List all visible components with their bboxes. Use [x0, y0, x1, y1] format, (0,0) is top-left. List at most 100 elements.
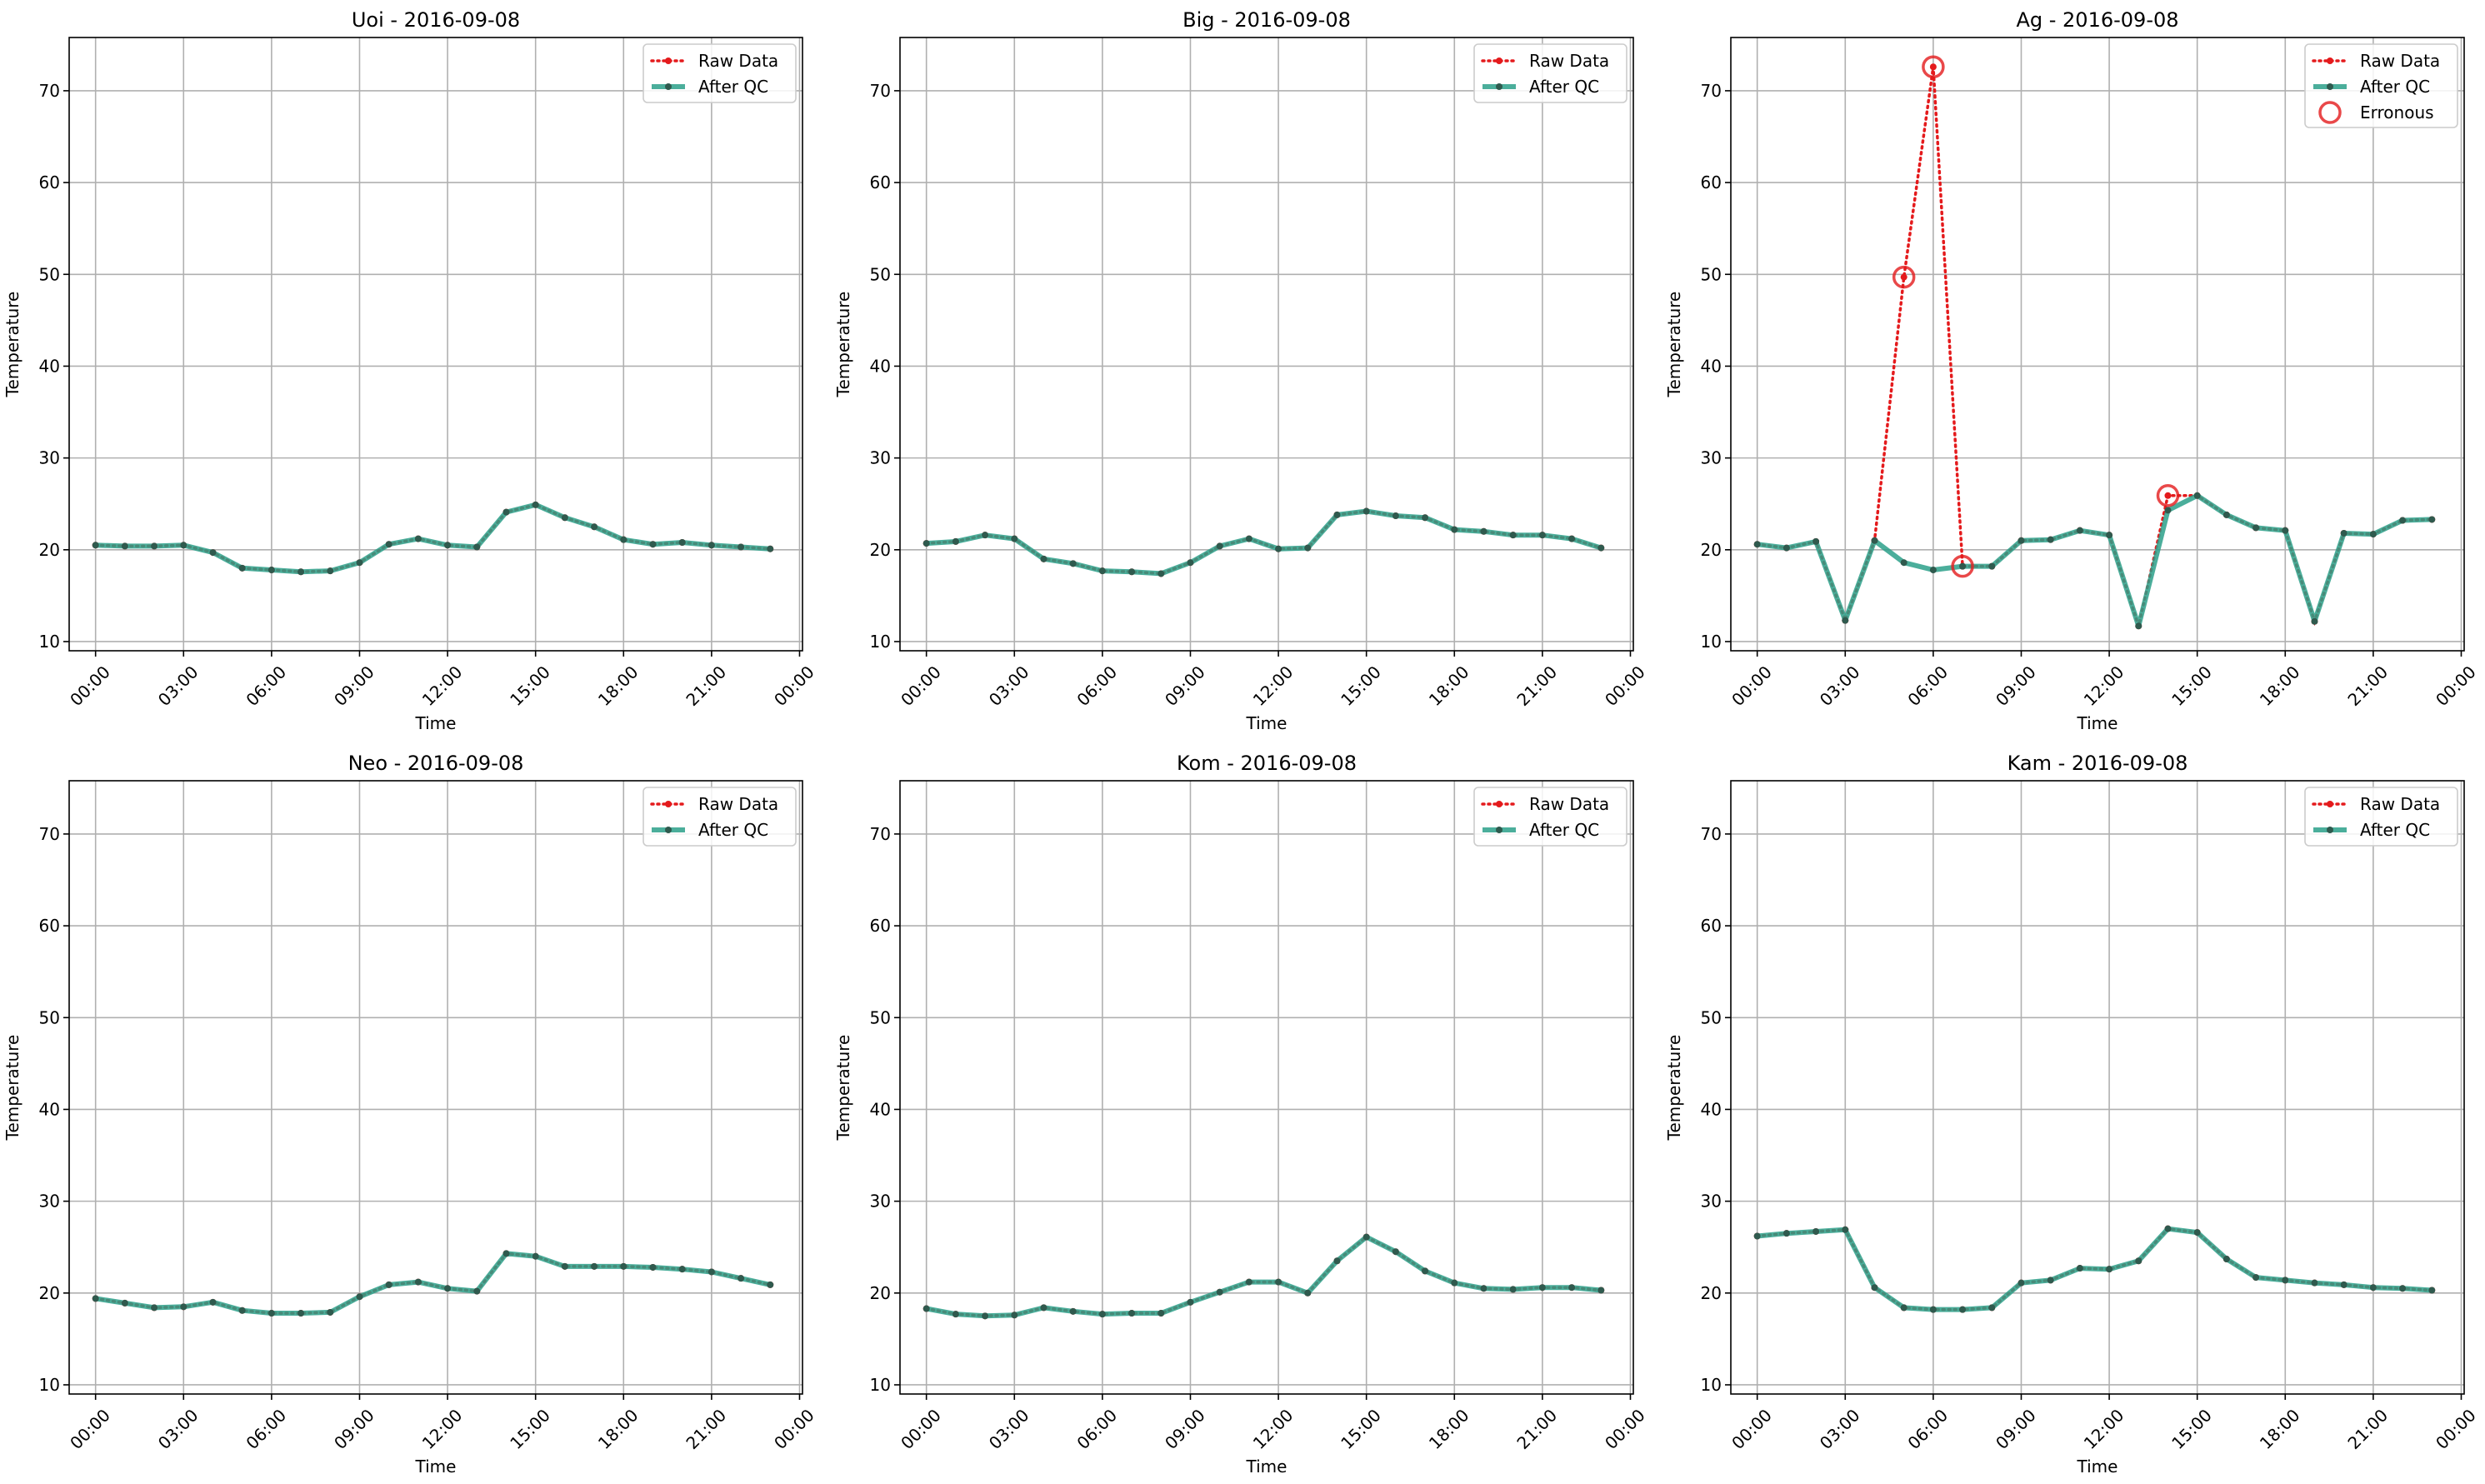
- y-axis-label: Temperature: [2, 292, 22, 398]
- legend-label-raw-data: Raw Data: [1529, 794, 1609, 814]
- after-qc-point: [151, 1304, 158, 1312]
- y-tick-label: 20: [1701, 540, 1722, 560]
- plot-frame: [68, 780, 803, 1395]
- x-tick-label: 21:00: [682, 662, 730, 710]
- after-qc-point: [1988, 1304, 1996, 1312]
- series-line-after-qc: [95, 502, 771, 575]
- after-qc-point: [982, 1312, 989, 1320]
- legend: Raw Data After QC: [642, 43, 797, 103]
- legend-marker-after-qc: [2327, 83, 2333, 90]
- after-qc-point: [2047, 536, 2054, 543]
- x-tick-label: 00:00: [2432, 1405, 2480, 1453]
- x-tick-label: 06:00: [242, 662, 290, 710]
- y-tick-label: 70: [870, 81, 891, 101]
- after-qc-point: [356, 1293, 363, 1301]
- y-tick-label: 60: [1701, 172, 1722, 192]
- after-qc-point: [2340, 529, 2348, 537]
- legend-marker-erronous: [2318, 101, 2342, 124]
- y-tick-label: 40: [1701, 1099, 1722, 1119]
- after-qc-point: [2164, 507, 2172, 514]
- after-qc-point: [1959, 1306, 1967, 1313]
- chart-title: Kam - 2016-09-08: [2008, 752, 2188, 775]
- after-qc-point: [561, 514, 568, 522]
- plot-frame: [1730, 37, 2465, 652]
- x-tick-label: 21:00: [1512, 1405, 1561, 1453]
- after-qc-point: [1509, 532, 1517, 539]
- y-tick-label: 10: [39, 632, 60, 652]
- y-tick-label: 70: [870, 824, 891, 844]
- y-tick-label: 60: [39, 916, 60, 936]
- after-qc-point: [2076, 527, 2083, 534]
- x-tick-label: 09:00: [1161, 662, 1209, 710]
- after-qc-point: [1538, 532, 1546, 539]
- after-qc-point: [2193, 492, 2201, 499]
- after-qc-point: [268, 1310, 275, 1317]
- y-tick-label: 20: [39, 540, 60, 560]
- after-qc-point: [1753, 541, 1761, 548]
- after-qc-point: [327, 567, 334, 575]
- subplot-5: 10 20 30 40 50 60 70 00:00 03:00 06:00 09:00 12:00 1…: [1664, 752, 2480, 1477]
- after-qc-point: [2193, 1229, 2201, 1237]
- after-qc-point: [591, 1262, 598, 1270]
- after-qc-point: [2311, 617, 2318, 625]
- after-qc-point: [180, 542, 188, 549]
- chart-title: Big - 2016-09-08: [1182, 8, 1351, 32]
- legend-marker-after-qc: [665, 827, 672, 833]
- series-line-raw-data: [93, 502, 772, 573]
- after-qc-point: [444, 542, 452, 549]
- subplot-1: 10 20 30 40 50 60 70 00:00 03:00 06:00 09:00 12:00 1…: [833, 8, 1649, 733]
- y-tick-label: 40: [870, 1099, 891, 1119]
- after-qc-point: [2106, 532, 2113, 539]
- y-tick-label: 70: [39, 81, 60, 101]
- x-tick-label: 00:00: [66, 1405, 114, 1453]
- after-qc-point: [1392, 512, 1399, 520]
- legend-label-after-qc: After QC: [2360, 820, 2430, 840]
- after-qc-point: [2047, 1277, 2054, 1284]
- legend-marker-raw-data: [2327, 57, 2333, 64]
- legend-marker-after-qc: [2327, 827, 2333, 833]
- after-qc-point: [1304, 1289, 1312, 1297]
- after-qc-point: [2135, 622, 2142, 630]
- y-tick-label: 50: [870, 1007, 891, 1027]
- legend-marker-after-qc: [665, 83, 672, 90]
- subplot-4: 10 20 30 40 50 60 70 00:00 03:00 06:00 09:00 12:00 1…: [833, 752, 1649, 1477]
- after-qc-point: [1812, 537, 1820, 545]
- x-tick-label: 00:00: [770, 662, 818, 710]
- after-qc-point: [1422, 514, 1429, 522]
- y-tick-label: 10: [39, 1375, 60, 1395]
- x-tick-label: 09:00: [330, 662, 378, 710]
- y-tick-label: 70: [39, 824, 60, 844]
- y-axis-label: Temperature: [1664, 292, 1684, 398]
- after-qc-point: [268, 567, 275, 574]
- x-tick-label: 12:00: [1249, 662, 1298, 710]
- after-qc-point: [1842, 617, 1849, 624]
- after-qc-point: [2222, 1256, 2230, 1263]
- y-tick-label: 10: [1701, 1375, 1722, 1395]
- after-qc-point: [2252, 524, 2260, 532]
- chart-title: Ag - 2016-09-08: [2016, 8, 2178, 32]
- after-qc-point: [1451, 526, 1458, 533]
- after-qc-point: [1568, 535, 1576, 542]
- series-line-after-qc: [926, 508, 1602, 577]
- legend: Raw Data After QC: [642, 787, 797, 847]
- erroneous-marker: [1892, 265, 1916, 289]
- x-tick-label: 12:00: [418, 1405, 467, 1453]
- legend-label-erronous: Erronous: [2360, 102, 2434, 122]
- y-tick-label: 50: [870, 264, 891, 284]
- after-qc-point: [1509, 1286, 1517, 1293]
- x-tick-label: 00:00: [1728, 1405, 1776, 1453]
- after-qc-point: [1275, 1278, 1282, 1286]
- y-tick-label: 50: [39, 264, 60, 284]
- y-tick-label: 20: [39, 1283, 60, 1303]
- after-qc-point: [2106, 1266, 2113, 1273]
- after-qc-point: [1069, 560, 1077, 567]
- raw-data-point: [2164, 492, 2172, 499]
- after-qc-point: [1782, 544, 1790, 552]
- x-axis-label: Time: [2077, 713, 2118, 733]
- x-tick-label: 21:00: [682, 1405, 730, 1453]
- x-tick-label: 09:00: [1992, 1405, 2040, 1453]
- x-tick-label: 15:00: [506, 1405, 554, 1453]
- after-qc-point: [209, 1298, 217, 1306]
- series-line-after-qc: [1757, 492, 2432, 629]
